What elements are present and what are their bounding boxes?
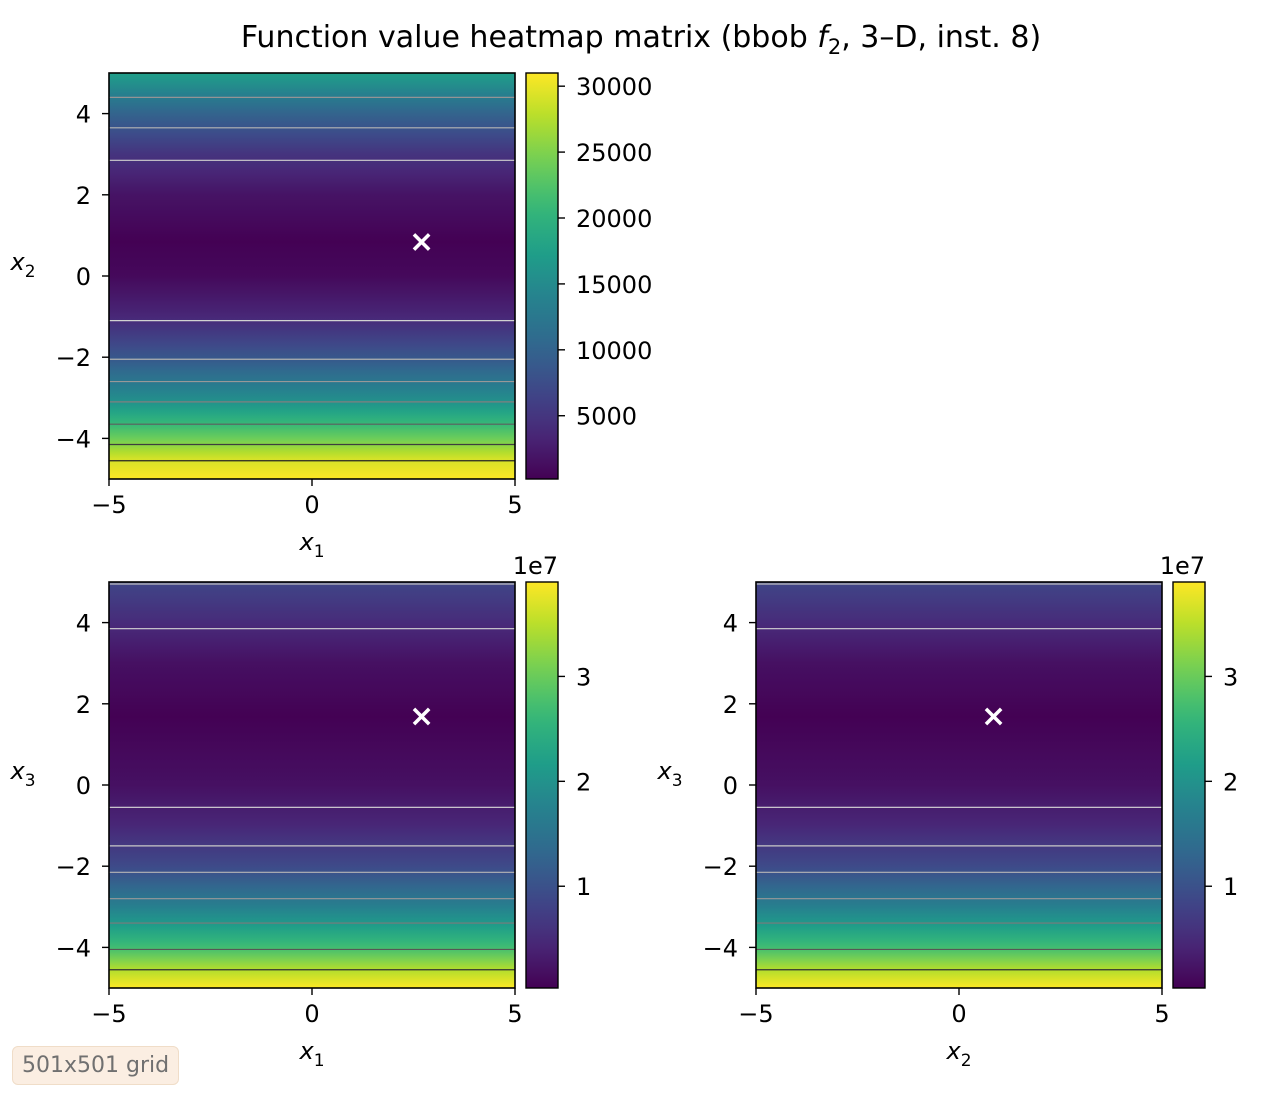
y-tick-label: −4 [56,934,91,962]
colorbar-tick-label: 3 [576,663,591,691]
x-tick-label: 5 [507,1000,522,1028]
colorbar-offset-label: 1e7 [513,552,558,580]
y-axis-label: x2 [9,248,35,282]
y-tick-label: −2 [703,853,738,881]
x-axis-label: x2 [945,1037,971,1071]
y-tick-label: −4 [703,934,738,962]
heatmap-field [109,582,515,988]
optimum-marker: × [409,224,434,259]
colorbar-tick-label: 10000 [576,337,652,365]
colorbar-tick-label: 30000 [576,73,652,101]
y-tick-label: 2 [76,691,91,719]
heatmap-field [109,73,515,479]
grid-resolution-badge: 501x501 grid [12,1046,180,1085]
y-axis-label: x3 [9,757,35,791]
colorbar-tick-label: 15000 [576,271,652,299]
x-tick-label: 0 [304,1000,319,1028]
figure-title: Function value heatmap matrix (bbob f2, … [241,20,1041,59]
colorbar-tick-label: 20000 [576,205,652,233]
y-tick-label: 4 [76,610,91,638]
colorbar-tick-label: 25000 [576,139,652,167]
y-tick-label: 0 [76,263,91,291]
colorbar-tick-label: 3 [1223,663,1238,691]
colorbar-tick-label: 1 [1223,873,1238,901]
x-tick-label: 0 [951,1000,966,1028]
y-tick-label: 2 [723,691,738,719]
heatmap-field [756,582,1162,988]
colorbar-tick-label: 5000 [576,403,637,431]
optimum-marker: × [981,699,1006,734]
x-tick-label: −5 [738,1000,773,1028]
y-tick-label: 4 [723,610,738,638]
x-tick-label: 5 [507,491,522,519]
colorbar [525,72,559,480]
heatmap-panel-x2-x3: × −5 0 5 −4 −2 0 2 4 x2 x3 1 2 3 1e7 [656,552,1238,1071]
colorbar-offset-label: 1e7 [1160,552,1205,580]
x-tick-label: −5 [91,1000,126,1028]
y-tick-label: 4 [76,101,91,129]
optimum-marker: × [409,699,434,734]
y-tick-label: 2 [76,182,91,210]
heatmap-panel-x1-x2: × −5 0 5 −4 −2 0 2 4 x1 x2 5000 10000 15000 20000 25000… [9,72,652,562]
colorbar [525,581,559,989]
y-tick-label: 0 [76,772,91,800]
x-tick-label: 5 [1154,1000,1169,1028]
colorbar-tick-label: 2 [1223,768,1238,796]
y-tick-label: 0 [723,772,738,800]
x-tick-label: −5 [91,491,126,519]
x-tick-label: 0 [304,491,319,519]
y-tick-label: −2 [56,344,91,372]
y-tick-label: −2 [56,853,91,881]
x-axis-label: x1 [298,1037,324,1071]
heatmap-panel-x1-x3: × −5 0 5 −4 −2 0 2 4 x1 x3 1 2 3 1e7 [9,552,591,1071]
y-axis-label: x3 [656,757,682,791]
colorbar-tick-label: 1 [576,873,591,901]
colorbar-tick-label: 2 [576,768,591,796]
colorbar [1172,581,1206,989]
y-tick-label: −4 [56,425,91,453]
x-axis-label: x1 [298,528,324,562]
